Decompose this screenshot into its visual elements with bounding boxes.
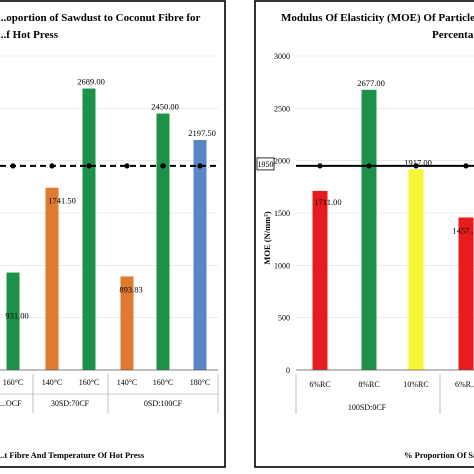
left-category-labels: 160°C 140°C 160°C 140°C 160°C 180°C — [3, 378, 211, 387]
right-y-axis-title: MOE (N/mm²) — [262, 211, 272, 264]
left-group-label: 30SD:70CF — [51, 399, 90, 408]
right-chart-title-line-1: Modulus Of Elasticity (MOE) Of Particleb… — [281, 12, 474, 24]
right-y-tick-label: 1000 — [274, 261, 290, 270]
left-reference-marker — [160, 163, 166, 169]
right-reference-value-label: 1950 — [258, 160, 274, 169]
left-reference-marker — [124, 163, 130, 169]
left-value-label: 893.83 — [119, 284, 142, 294]
left-bar — [156, 113, 170, 371]
right-category-label: 6%R... — [455, 380, 474, 389]
right-reference-marker — [366, 163, 372, 169]
left-value-label: 2197.50 — [188, 128, 216, 138]
left-group-labels: ...OCF 30SD:70CF 0SD:100CF — [0, 374, 219, 413]
right-value-label: 2677.00 — [357, 78, 385, 88]
left-reference-marker — [197, 163, 203, 169]
left-group-label: 0SD:100CF — [144, 399, 183, 408]
left-bar — [120, 276, 134, 370]
right-reference-marker — [317, 163, 323, 169]
left-category-label: 140°C — [42, 378, 63, 387]
left-chart-panel: ...oportion of Sawdust to Coconut Fibre … — [0, 0, 226, 468]
left-value-label: 931.00 — [5, 311, 28, 321]
left-category-label: 180°C — [190, 378, 211, 387]
right-bars — [312, 89, 474, 370]
left-bars — [6, 88, 207, 371]
right-bar — [361, 89, 377, 370]
right-category-labels: 6%RC 8%RC 10%RC 6%R... — [309, 380, 474, 389]
left-bar — [6, 272, 20, 370]
left-value-label: 2450.00 — [151, 102, 179, 112]
right-x-axis-title: % Proportion Of Sawd... — [404, 450, 474, 460]
left-category-label: 160°C — [79, 378, 100, 387]
right-y-tick-label: 2500 — [274, 104, 290, 113]
right-reference-marker — [463, 163, 469, 169]
right-value-labels: 1711.00 2677.00 1917.00 1457... — [314, 78, 474, 236]
right-bar — [312, 190, 328, 370]
left-chart-title-line-1: ...oportion of Sawdust to Coconut Fibre … — [0, 12, 201, 24]
left-reference-marker — [10, 163, 16, 169]
right-value-label: 1457... — [452, 226, 474, 236]
right-reference-line: 1950 — [256, 157, 474, 171]
left-value-labels: 931.00 1741.50 2689.00 893.83 2450.00 2197.50 — [5, 77, 216, 321]
left-gridlines — [0, 55, 218, 318]
right-reference-value-box — [256, 157, 275, 171]
right-value-label: 1711.00 — [314, 197, 341, 207]
left-bar — [82, 88, 96, 370]
right-category-label: 8%RC — [358, 380, 379, 389]
left-reference-line — [0, 163, 218, 169]
left-value-label: 2689.00 — [77, 77, 105, 87]
right-category-label: 6%RC — [309, 380, 330, 389]
right-y-tick-label: 3000 — [274, 52, 290, 61]
right-gridlines — [296, 55, 474, 318]
right-bar — [408, 169, 424, 370]
left-category-label: 160°C — [153, 378, 174, 387]
right-value-label: 1917.00 — [404, 157, 432, 167]
left-x-axis-title: ...t Fibre And Temperature Of Hot Press — [0, 450, 145, 460]
right-chart-panel: Modulus Of Elasticity (MOE) Of Particleb… — [254, 0, 474, 468]
left-bar — [193, 139, 207, 370]
right-y-tick-labels: 0 500 1000 1500 2000 2500 3000 — [274, 52, 290, 375]
left-reference-marker — [49, 163, 55, 169]
left-group-label: ...OCF — [0, 399, 22, 408]
left-reference-marker — [86, 163, 92, 169]
right-group-labels: 100SD:0CF — [295, 374, 441, 414]
right-y-tick-label: 2000 — [274, 157, 290, 166]
left-category-label: 160°C — [3, 378, 24, 387]
right-y-tick-label: 0 — [286, 366, 290, 375]
right-bar — [458, 217, 474, 370]
right-y-tick-label: 1500 — [274, 209, 290, 218]
right-group-label: 100SD:0CF — [348, 403, 387, 412]
left-value-label: 1741.50 — [48, 196, 76, 206]
left-category-label: 140°C — [117, 378, 138, 387]
right-reference-marker — [413, 163, 419, 169]
left-panel-frame — [0, 0, 226, 468]
left-bar — [45, 187, 59, 370]
right-category-label: 10%RC — [403, 380, 428, 389]
left-chart-title-line-2: ...f Hot Press — [0, 29, 59, 41]
right-chart-title-line-2: Percenta... — [432, 29, 474, 41]
right-y-tick-label: 500 — [278, 314, 290, 323]
